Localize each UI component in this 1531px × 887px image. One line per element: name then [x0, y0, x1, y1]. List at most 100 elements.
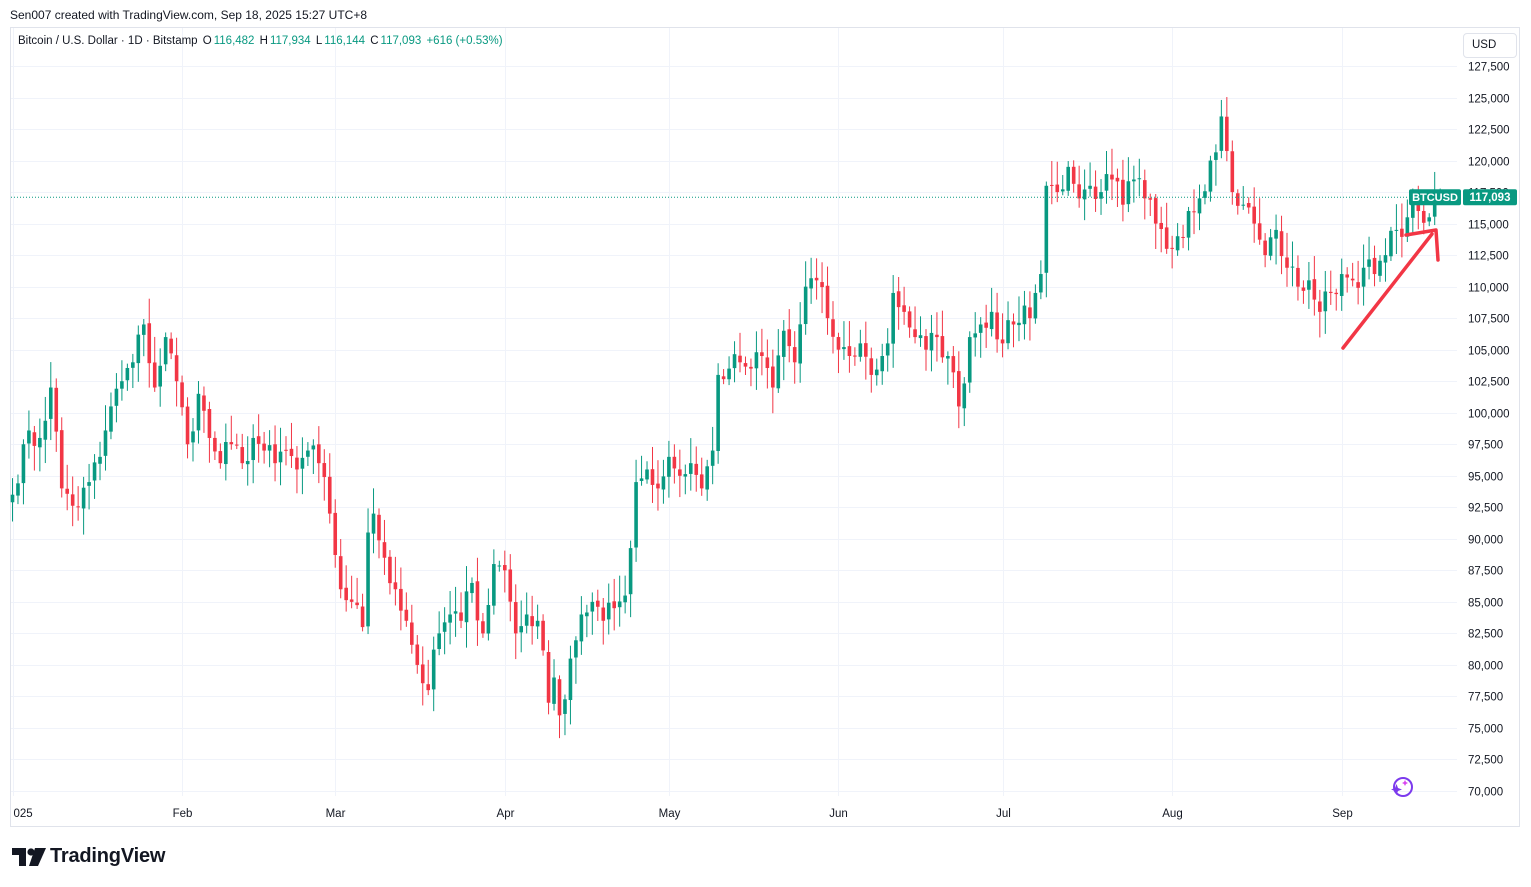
candle: [475, 557, 480, 646]
candle: [218, 443, 223, 469]
candle: [1197, 184, 1202, 231]
candle: [787, 309, 792, 363]
candle: [1050, 160, 1054, 205]
candle: [683, 464, 688, 495]
candle: [388, 550, 392, 595]
candle: [1307, 261, 1311, 309]
candle: [1022, 290, 1027, 340]
candle: [853, 347, 857, 366]
candle: [1039, 260, 1043, 300]
candle: [891, 275, 895, 368]
candle: [771, 349, 775, 414]
x-tick-label: Apr: [497, 808, 515, 820]
candle: [1006, 301, 1010, 350]
candle: [1350, 262, 1355, 287]
legend-open-label: O: [202, 35, 212, 47]
candle: [508, 554, 513, 622]
candle: [229, 415, 234, 450]
candle: [202, 386, 206, 433]
candle: [125, 363, 130, 391]
sparkle-icon[interactable]: [1389, 774, 1415, 800]
candle: [103, 405, 108, 471]
candle: [492, 549, 496, 615]
candle: [284, 436, 288, 466]
candle: [180, 375, 184, 416]
candle: [650, 446, 655, 503]
candle: [710, 426, 715, 485]
legend-close: 117,093: [380, 35, 422, 47]
candle: [16, 474, 20, 505]
tradingview-logo[interactable]: TradingView: [12, 845, 165, 868]
candle: [1383, 238, 1388, 282]
candle: [322, 449, 327, 501]
candle: [1427, 213, 1432, 227]
candle: [1203, 184, 1207, 205]
candle: [743, 356, 748, 376]
candle: [404, 592, 409, 627]
candle: [1060, 174, 1065, 196]
candle: [814, 258, 819, 300]
candle: [245, 436, 250, 486]
candle: [612, 578, 616, 631]
candle: [191, 418, 195, 462]
candle: [295, 446, 299, 494]
candle: [896, 276, 901, 330]
candle: [989, 287, 994, 337]
candle: [1055, 161, 1060, 203]
candles: [10, 97, 1442, 739]
candle: [300, 437, 305, 495]
candle: [1323, 270, 1328, 334]
candle: [355, 577, 359, 609]
candle: [760, 328, 764, 376]
candle: [382, 519, 387, 575]
candle: [874, 358, 879, 386]
candle: [1208, 155, 1213, 202]
candle: [962, 377, 967, 427]
candle: [1274, 214, 1278, 265]
candle: [1219, 99, 1224, 159]
candle: [645, 461, 649, 484]
y-tick-label: 92,500: [1468, 503, 1503, 515]
candle: [1263, 233, 1267, 268]
candle: [399, 567, 403, 631]
candle: [65, 464, 69, 511]
candle: [831, 301, 835, 354]
candle: [858, 329, 863, 362]
candle: [317, 426, 321, 484]
candle: [1093, 170, 1098, 212]
candle: [705, 459, 709, 501]
candle: [825, 266, 830, 335]
candle: [606, 583, 611, 635]
candle: [1044, 181, 1049, 298]
candle: [1110, 148, 1114, 201]
candle: [1361, 244, 1366, 306]
candle: [1328, 270, 1333, 305]
candle: [38, 418, 42, 472]
y-tick-label: 112,500: [1468, 251, 1509, 263]
currency-button[interactable]: USD: [1463, 33, 1517, 58]
candle: [1153, 194, 1158, 250]
candle: [1148, 193, 1153, 216]
candle: [754, 331, 759, 390]
candle: [1230, 140, 1235, 205]
candle: [1378, 255, 1382, 282]
candle: [213, 431, 217, 461]
candle: [1334, 288, 1339, 311]
candle: [196, 381, 201, 444]
candle: [410, 604, 414, 654]
candle: [1312, 256, 1317, 316]
candle: [765, 339, 770, 389]
legend-low-label: L: [315, 35, 323, 47]
candle: [464, 566, 469, 648]
candle: [1137, 158, 1142, 197]
candle: [623, 575, 627, 614]
candle: [114, 373, 119, 423]
tradingview-logo-icon: [12, 847, 46, 866]
y-tick-label: 97,500: [1468, 440, 1503, 452]
candle: [1235, 189, 1240, 215]
trend-arrow[interactable]: [1341, 228, 1440, 350]
candle: [1033, 284, 1038, 324]
candle: [1115, 168, 1120, 208]
